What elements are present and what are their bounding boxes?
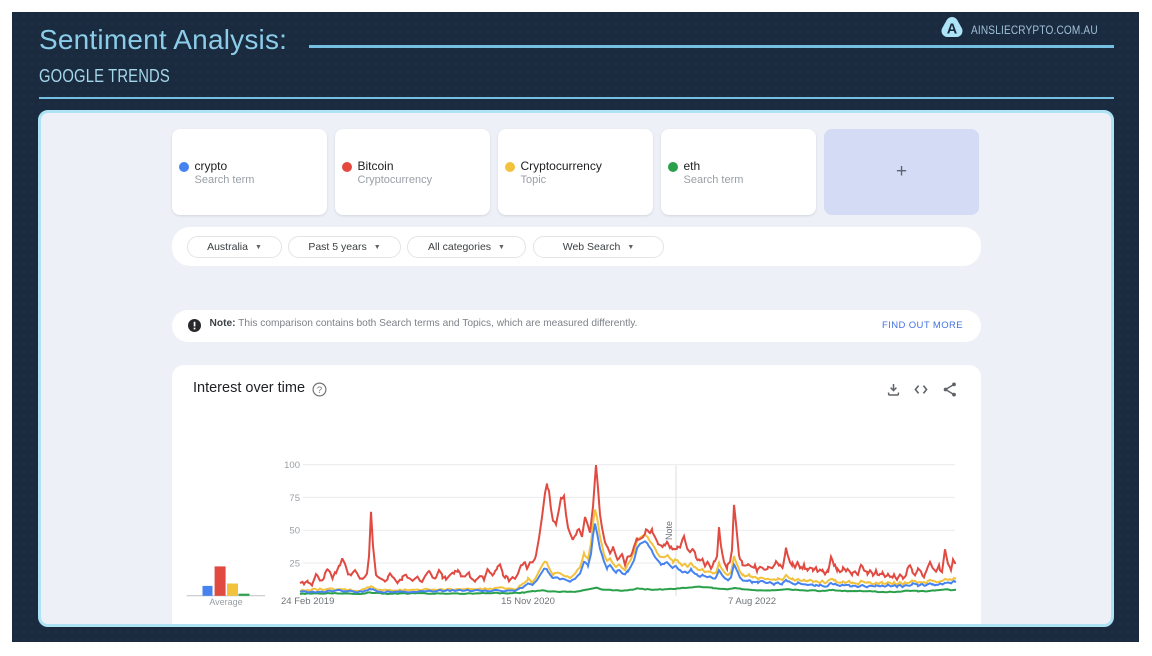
svg-text:24 Feb 2019: 24 Feb 2019 <box>281 596 334 607</box>
svg-text:100: 100 <box>284 460 300 471</box>
svg-text:15 Nov 2020: 15 Nov 2020 <box>501 596 555 607</box>
svg-text:75: 75 <box>289 493 300 504</box>
svg-text:50: 50 <box>289 526 300 537</box>
svg-text:7 Aug 2022: 7 Aug 2022 <box>728 596 776 607</box>
svg-text:25: 25 <box>289 558 300 569</box>
svg-text:A: A <box>947 21 958 37</box>
svg-text:?: ? <box>316 385 321 396</box>
svg-text:Note: Note <box>664 521 674 540</box>
svg-text:Average: Average <box>209 597 242 607</box>
